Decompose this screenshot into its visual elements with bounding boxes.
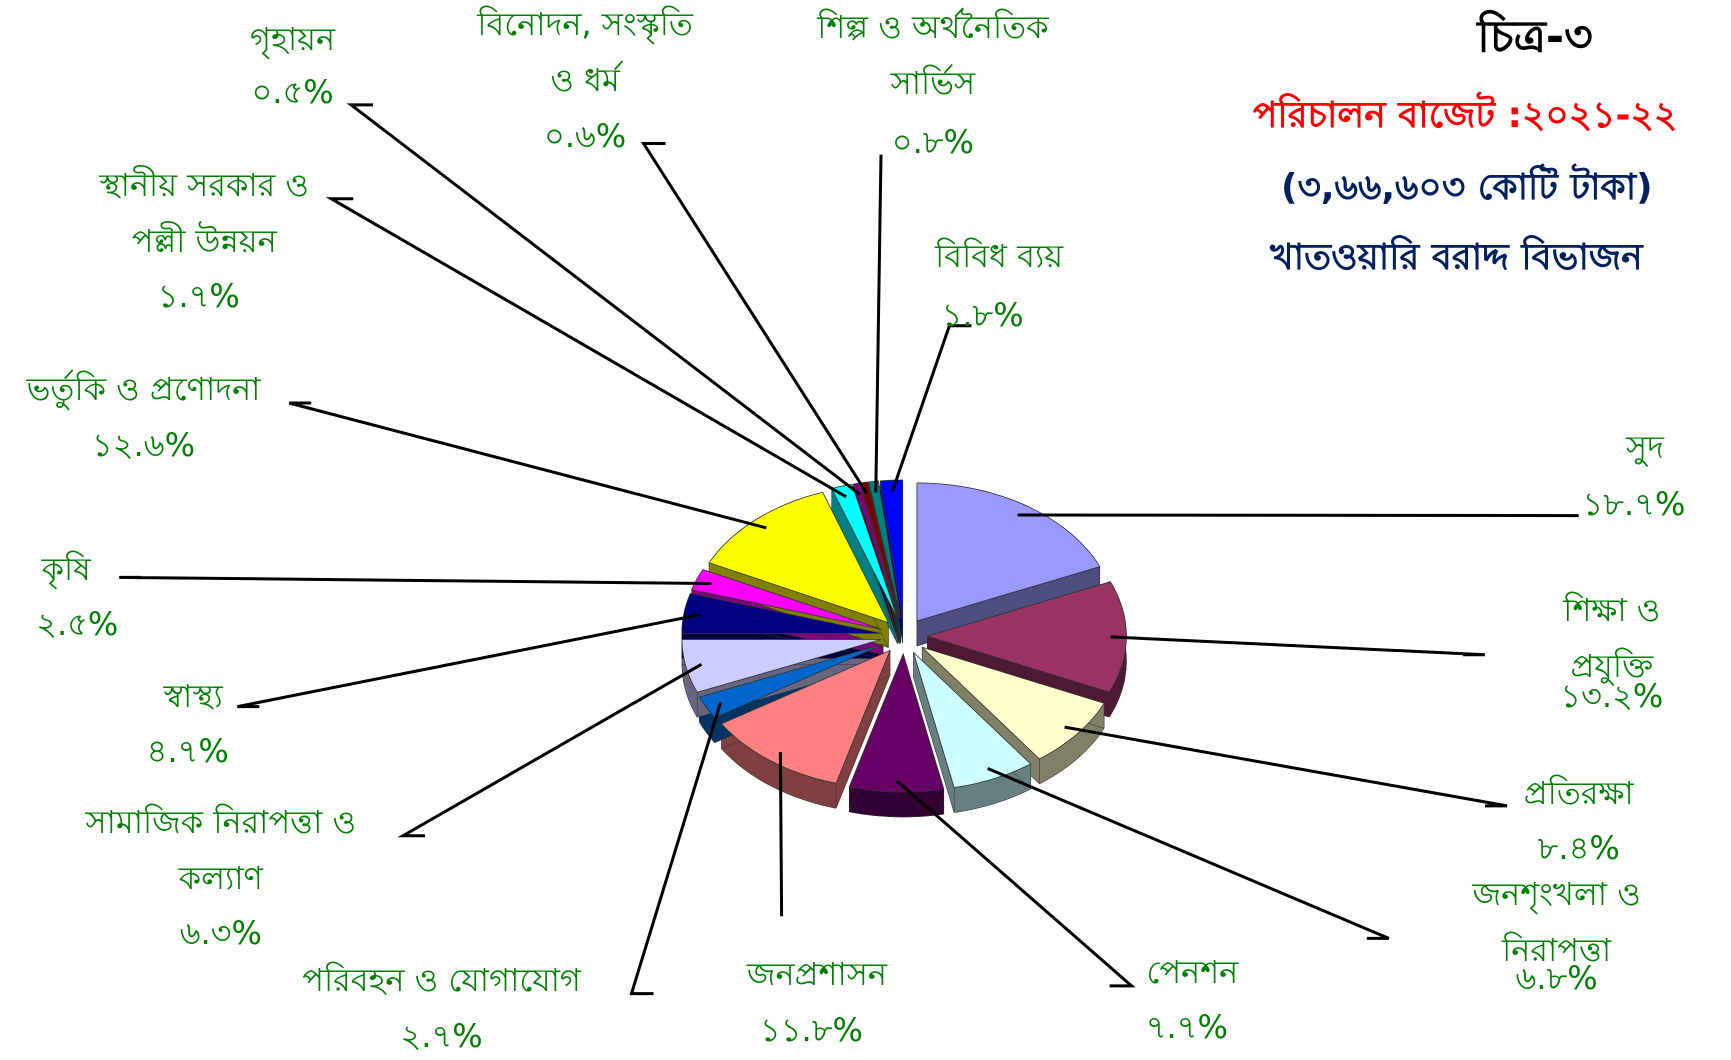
pie-slice [681,593,881,634]
leader-line [874,154,883,493]
value-label: ৬.৩% [179,914,262,953]
pie-slice [698,643,884,719]
slice-label: গৃহায়ন [250,19,336,58]
slice-label: পেনশন [1146,952,1239,991]
leader-line [1110,635,1485,657]
leader-line [890,324,972,492]
pie-slice [879,479,904,619]
value-label: ০.৮% [891,122,974,161]
leader-line [640,142,869,495]
value-label: ৬.৮% [1515,959,1598,998]
subtitle: (৩,৬৬,৬০৩ কোটি টাকা) [1281,167,1653,208]
slice-label: স্বাস্থ্য [163,676,223,715]
pie-slice [916,482,1101,622]
leader-line [778,752,784,917]
slice-label: শিক্ষা ও প্রযুক্তি [1563,591,1661,686]
value-label: ১২.৬% [92,426,195,465]
slice-label: কৃষি [41,549,91,588]
slice-label: জনপ্রশাসন [746,954,887,993]
pie-slice [848,652,945,793]
leader-line [895,779,1136,988]
value-label: ৪.৭% [146,731,229,770]
slice-label: পরিবহন ও যোগাযোগ [302,961,581,1000]
value-label: ০.৫% [251,72,334,111]
pie-slice [681,639,882,693]
leader-line [346,103,861,496]
leader-line [237,613,700,709]
value-label: ২.৫% [36,604,119,643]
leader-line [1017,513,1579,518]
pie-slice [720,649,891,784]
pie-slice [691,569,883,630]
leader-line [987,767,1390,940]
leader-line [119,575,712,585]
slice-label: সুদ [1625,428,1664,467]
slice-label: জনশৃংখলা ও নিরাপত্তা [1472,874,1641,969]
value-label: ১.৭% [157,277,240,316]
value-label: ১৩.২% [1560,676,1664,715]
slice-label: ভর্তুকি ও প্রণোদনা [26,369,261,408]
slice-label: বিবিধ ব্যয় [935,237,1064,276]
pie-slice [868,480,902,619]
leader-line [325,197,847,499]
pie-slice [921,646,1105,760]
leader-line [1064,725,1508,808]
slice-label: শিল্প ও অর্থনৈতিক সার্ভিস [817,8,1049,103]
subtitle: খাতওয়ারি বরাদ্দ বিভাজন [1270,237,1643,278]
chart-title: চিত্র-৩ [1477,11,1593,63]
slice-label: সামাজিক নিরাপত্তা ও কল্যাণ [85,803,357,898]
value-label: ১৮.৭% [1582,484,1686,523]
leader-line [288,401,767,530]
slice-label: বিনোদন, সংস্কৃতি ও ধর্ম [477,4,693,99]
leader-line [629,702,723,996]
value-label: ৭.৭% [1145,1007,1228,1046]
value-label: ২.৭% [400,1016,483,1055]
slice-label: স্থানীয় সরকার ও পল্লী উন্নয়ন [99,166,309,261]
pie-slice [912,651,1032,788]
value-label: ১.৮% [941,295,1024,334]
slice-label: প্রতিরক্ষা [1523,773,1634,812]
leader-line [397,662,703,838]
value-label: ১১.৮% [760,1011,863,1050]
value-label: ৮.৪% [1537,829,1620,868]
value-label: ০.৬% [544,117,627,155]
subtitle: পরিচালন বাজেট :২০২১-২২ [1253,95,1678,136]
